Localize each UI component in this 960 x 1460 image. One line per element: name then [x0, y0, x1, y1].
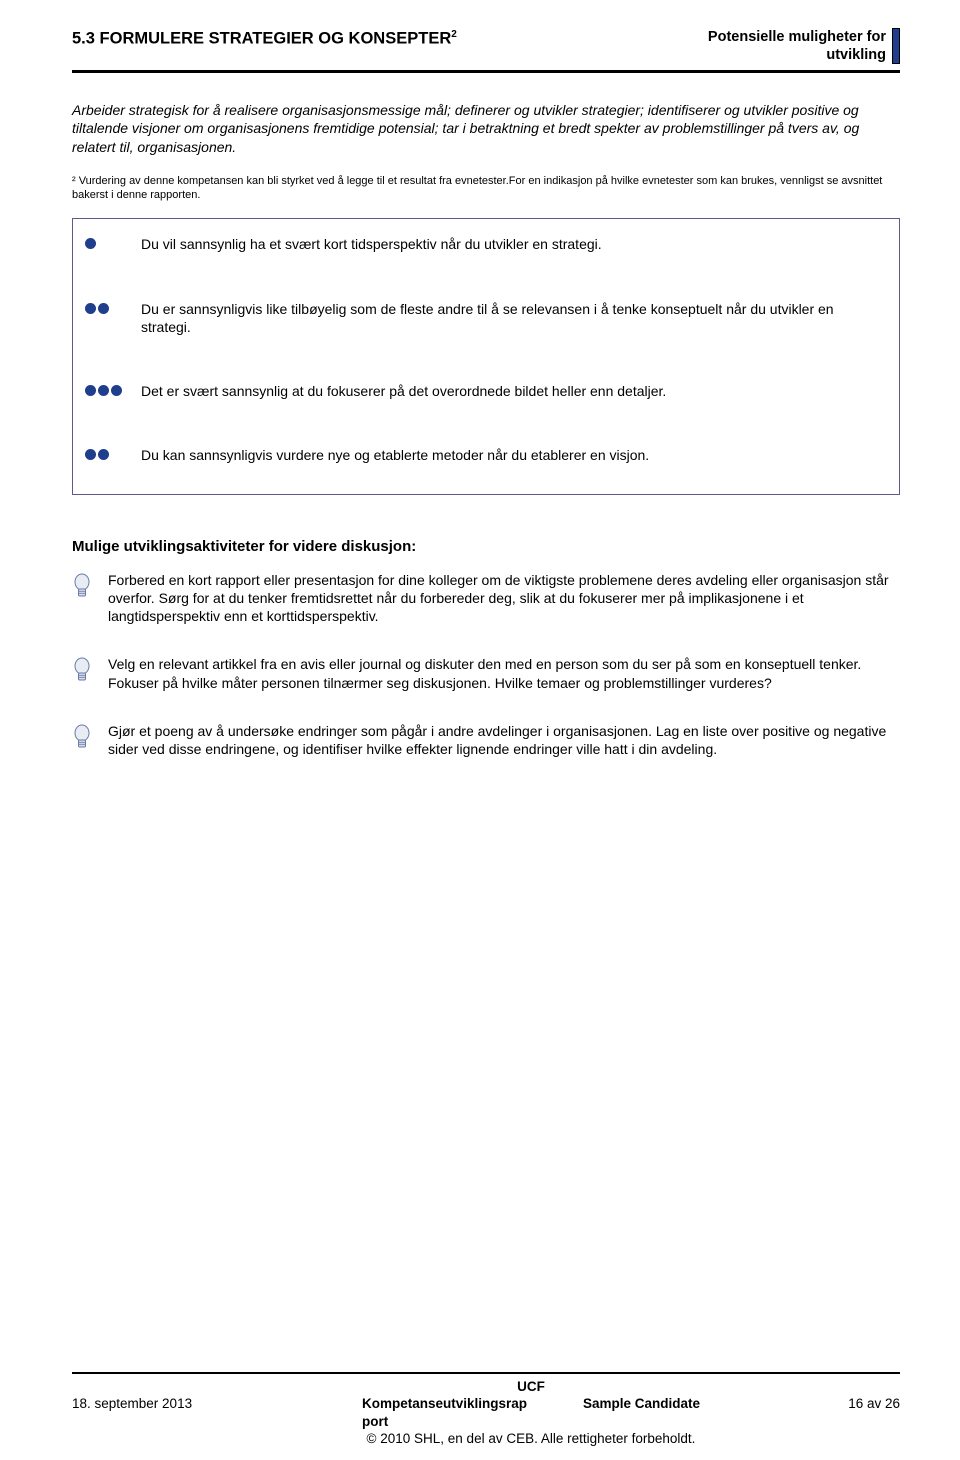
statement-dots: [85, 300, 131, 314]
header-right-line2: utvikling: [708, 46, 886, 64]
statement-text: Du er sannsynligvis like tilbøyelig som …: [141, 300, 887, 336]
bulb-icon: [72, 571, 94, 605]
statement-row: Du er sannsynligvis like tilbøyelig som …: [73, 284, 899, 366]
section-title-text: FORMULERE STRATEGIER OG KONSEPTER: [100, 30, 452, 48]
activity-text: Gjør et poeng av å undersøke endringer s…: [108, 722, 900, 758]
statement-row: Det er svært sannsynlig at du fokuserer …: [73, 366, 899, 430]
statement-dots: [85, 235, 131, 249]
statement-dots: [85, 446, 131, 460]
footer-page: 16 av 26: [790, 1378, 900, 1448]
bulb-icon: [72, 655, 94, 689]
footer-date: 18. september 2013: [72, 1378, 272, 1448]
footer-date-text: 18. september 2013: [72, 1396, 192, 1411]
header-right-line1: Potensielle muligheter for: [708, 28, 886, 46]
footnote-text: ² Vurdering av denne kompetansen kan bli…: [72, 174, 900, 203]
footer-rule: [72, 1372, 900, 1374]
bulb-icon: [72, 722, 94, 756]
statement-row: Du vil sannsynlig ha et svært kort tidsp…: [73, 219, 899, 283]
activity-row: Forbered en kort rapport eller presentas…: [72, 571, 900, 626]
statement-row: Du kan sannsynligvis vurdere nye og etab…: [73, 430, 899, 494]
section-header: 5.3 FORMULERE STRATEGIER OG KONSEPTER2 P…: [72, 28, 900, 64]
section-title-superscript: 2: [451, 29, 457, 40]
page-footer: 18. september 2013 UCF Kompetanseutvikli…: [72, 1372, 900, 1448]
footer-sample-candidate: Sample Candidate: [583, 1395, 700, 1430]
statement-text: Det er svært sannsynlig at du fokuserer …: [141, 382, 887, 400]
footer-page-text: 16 av 26: [848, 1396, 900, 1411]
activities-heading: Mulige utviklingsaktiviteter for videre …: [72, 537, 900, 557]
activity-text: Forbered en kort rapport eller presentas…: [108, 571, 900, 626]
footer-center-title: UCF: [272, 1378, 790, 1396]
statement-text: Du kan sannsynligvis vurdere nye og etab…: [141, 446, 887, 464]
footer-center: UCF Kompetanseutviklingsrap port Sample …: [272, 1378, 790, 1448]
footer-report-line2: port: [362, 1414, 388, 1429]
footer-copyright: © 2010 SHL, en del av CEB. Alle rettighe…: [272, 1430, 790, 1448]
statement-dots: [85, 382, 131, 396]
intro-paragraph: Arbeider strategisk for å realisere orga…: [72, 101, 900, 156]
footer-report-line1: Kompetanseutviklingsrap: [362, 1396, 527, 1411]
header-right-block: Potensielle muligheter for utvikling: [708, 28, 900, 64]
footer-grid: 18. september 2013 UCF Kompetanseutvikli…: [72, 1378, 900, 1448]
activity-row: Gjør et poeng av å undersøke endringer s…: [72, 722, 900, 758]
statements-box: Du vil sannsynlig ha et svært kort tidsp…: [72, 218, 900, 495]
statement-text: Du vil sannsynlig ha et svært kort tidsp…: [141, 235, 887, 253]
footer-center-row2: Kompetanseutviklingsrap port Sample Cand…: [272, 1395, 790, 1430]
header-rule: [72, 70, 900, 73]
section-title: 5.3 FORMULERE STRATEGIER OG KONSEPTER2: [72, 28, 457, 50]
section-number: 5.3: [72, 30, 95, 48]
activity-text: Velg en relevant artikkel fra en avis el…: [108, 655, 900, 691]
header-right-text: Potensielle muligheter for utvikling: [708, 28, 886, 64]
header-stripe: [892, 28, 900, 64]
activity-row: Velg en relevant artikkel fra en avis el…: [72, 655, 900, 691]
